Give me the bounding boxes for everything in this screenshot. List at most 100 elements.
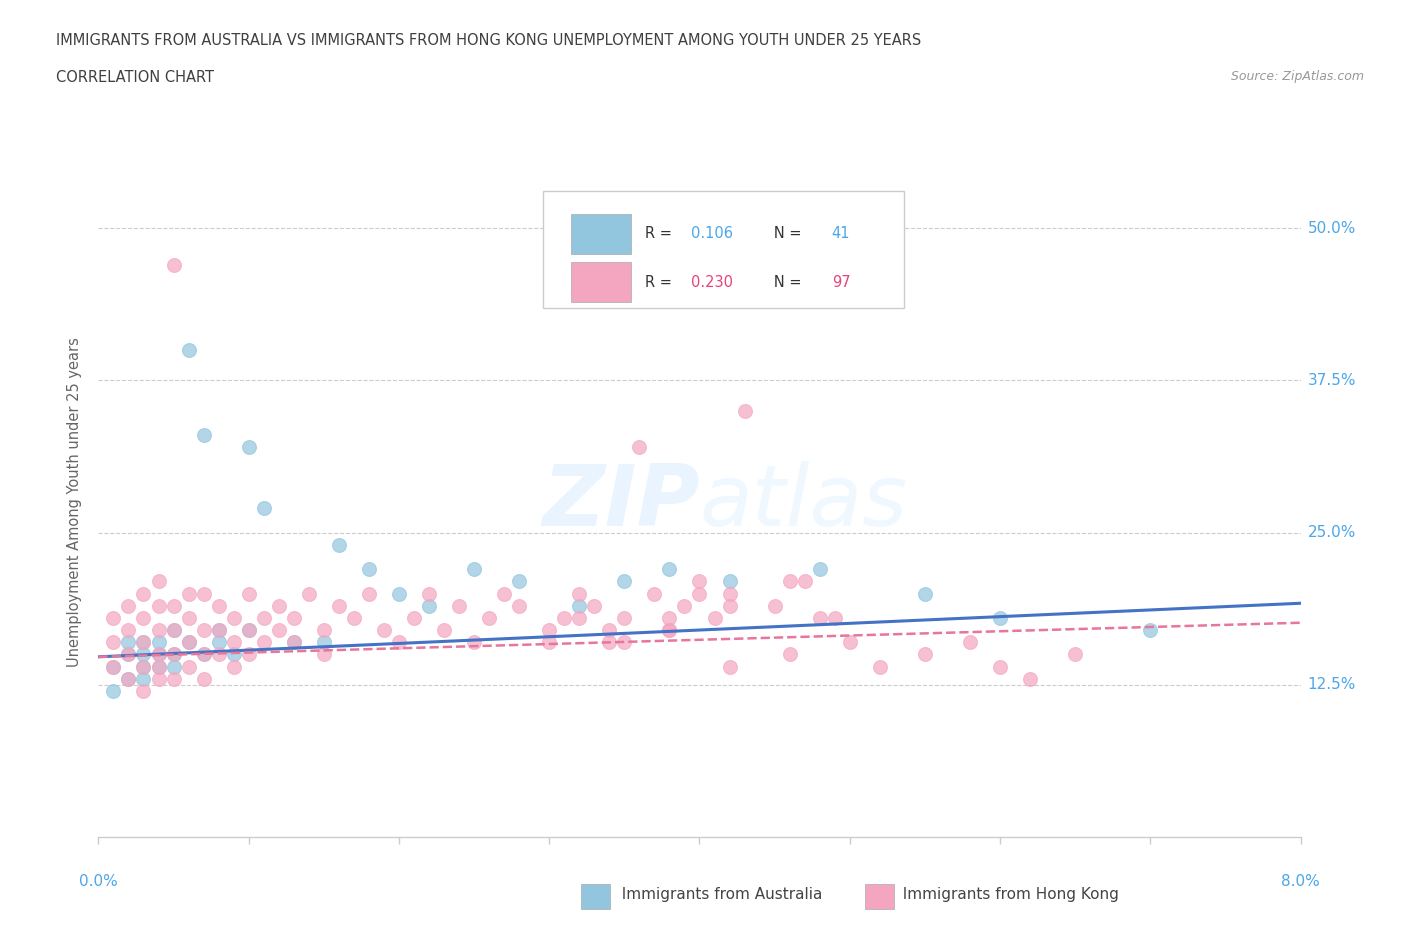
Point [103, 610, 125, 625]
Point [177, 610, 200, 625]
Point [222, 647, 245, 662]
Text: 50.0%: 50.0% [1308, 220, 1355, 236]
Point [793, 574, 815, 589]
Y-axis label: Unemployment Among Youth under 25 years: Unemployment Among Youth under 25 years [67, 338, 83, 667]
Point [312, 647, 335, 662]
Point [613, 574, 636, 589]
Point [162, 622, 184, 637]
Point [658, 622, 681, 637]
Point [132, 647, 155, 662]
Point [193, 428, 215, 443]
Point [253, 635, 276, 650]
Point [162, 598, 184, 613]
Point [718, 598, 741, 613]
Point [132, 684, 155, 698]
Point [283, 635, 305, 650]
Point [357, 562, 380, 577]
Point [148, 647, 170, 662]
Point [132, 586, 155, 601]
Point [508, 574, 530, 589]
Text: 97: 97 [832, 275, 851, 290]
Point [568, 598, 591, 613]
Point [132, 635, 155, 650]
Point [568, 586, 591, 601]
Point [869, 659, 891, 674]
Point [208, 622, 231, 637]
Point [238, 622, 260, 637]
Text: ZIP: ZIP [541, 460, 699, 544]
Point [658, 562, 681, 577]
Text: Immigrants from Australia: Immigrants from Australia [612, 887, 823, 902]
Point [208, 598, 231, 613]
Point [808, 562, 831, 577]
Point [132, 659, 155, 674]
Point [103, 659, 125, 674]
Point [132, 635, 155, 650]
FancyBboxPatch shape [571, 214, 631, 254]
Text: 25.0%: 25.0% [1308, 525, 1355, 540]
Point [463, 562, 485, 577]
Point [103, 684, 125, 698]
Text: N =: N = [759, 226, 806, 241]
Point [418, 598, 440, 613]
Point [658, 610, 681, 625]
Point [162, 258, 184, 272]
Point [222, 659, 245, 674]
Point [763, 598, 786, 613]
Point [688, 574, 710, 589]
Point [643, 586, 665, 601]
Text: N =: N = [759, 275, 806, 290]
FancyBboxPatch shape [571, 262, 631, 302]
Point [193, 647, 215, 662]
Point [402, 610, 425, 625]
Point [988, 610, 1011, 625]
Point [208, 635, 231, 650]
Point [734, 404, 756, 418]
Point [628, 440, 651, 455]
Text: Source: ZipAtlas.com: Source: ZipAtlas.com [1230, 70, 1364, 83]
Point [914, 586, 936, 601]
Point [1019, 671, 1042, 686]
Point [658, 622, 681, 637]
Point [343, 610, 366, 625]
Point [177, 659, 200, 674]
Point [238, 586, 260, 601]
Point [838, 635, 860, 650]
Point [583, 598, 606, 613]
Point [253, 501, 276, 516]
Point [598, 635, 620, 650]
Text: R =: R = [645, 226, 676, 241]
Point [613, 635, 636, 650]
Point [222, 610, 245, 625]
Point [718, 574, 741, 589]
Point [177, 586, 200, 601]
Point [148, 659, 170, 674]
Point [177, 635, 200, 650]
Point [779, 647, 801, 662]
Point [508, 598, 530, 613]
Point [568, 610, 591, 625]
FancyBboxPatch shape [543, 191, 904, 308]
Point [598, 622, 620, 637]
Point [959, 635, 981, 650]
Point [208, 647, 231, 662]
Point [688, 586, 710, 601]
Point [463, 635, 485, 650]
Point [117, 622, 139, 637]
Point [177, 635, 200, 650]
Point [117, 671, 139, 686]
Point [267, 598, 290, 613]
Point [447, 598, 470, 613]
Point [553, 610, 575, 625]
Point [103, 659, 125, 674]
Point [117, 598, 139, 613]
Point [718, 586, 741, 601]
Point [162, 647, 184, 662]
Point [718, 659, 741, 674]
Point [208, 622, 231, 637]
Point [298, 586, 321, 601]
Point [162, 647, 184, 662]
Point [148, 635, 170, 650]
Point [283, 610, 305, 625]
Point [132, 671, 155, 686]
